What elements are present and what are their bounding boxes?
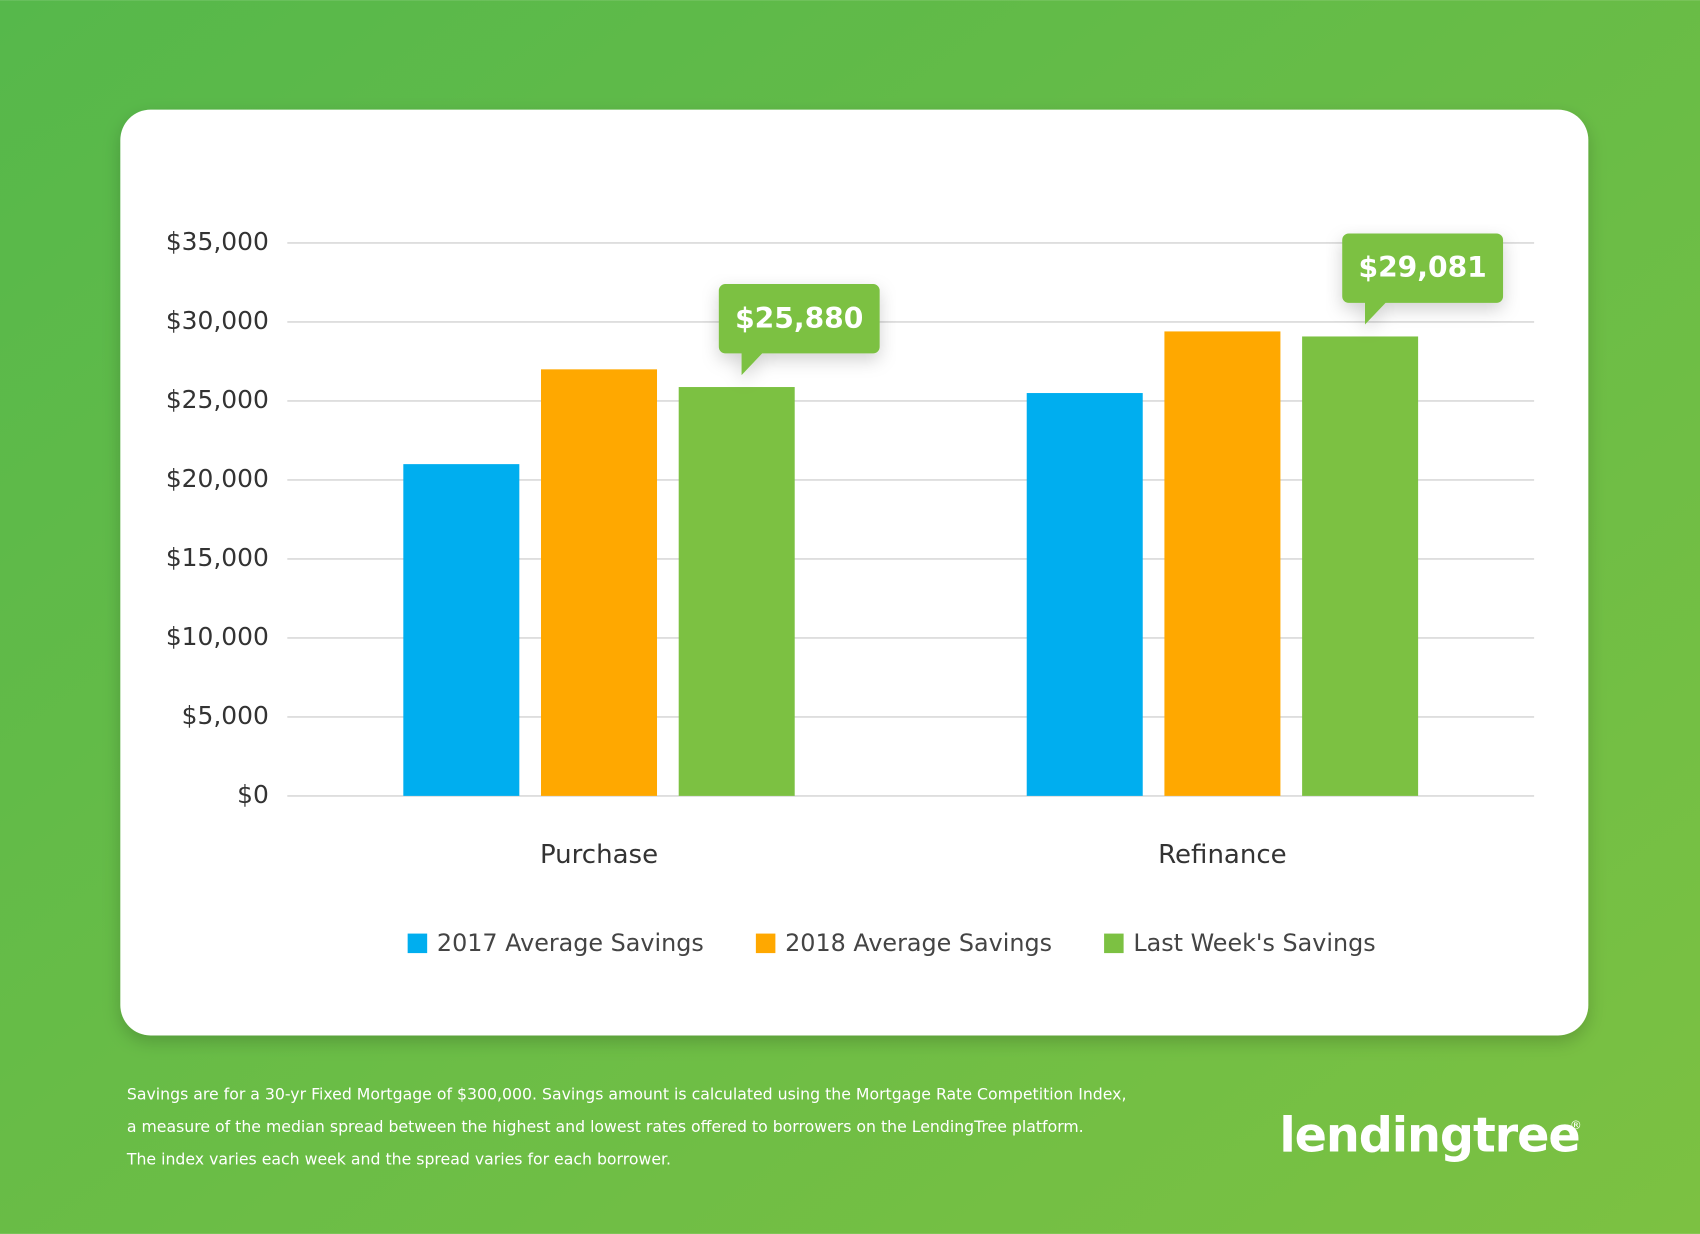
y-tick-label: $35,000	[166, 227, 269, 256]
y-tick-label: $0	[237, 780, 269, 809]
legend-swatch	[1104, 933, 1124, 954]
footnote: Savings are for a 30-yr Fixed Mortgage o…	[127, 1085, 1127, 1104]
bar	[541, 369, 658, 796]
y-tick-label: $20,000	[166, 464, 269, 493]
y-tick-label: $30,000	[166, 306, 269, 335]
legend-label: 2017 Average Savings	[437, 929, 704, 957]
legend-label: Last Week's Savings	[1133, 929, 1375, 957]
x-tick-label: Purchase	[540, 840, 658, 870]
data-label: $25,880	[735, 302, 863, 335]
y-tick-label: $5,000	[182, 701, 269, 730]
bar	[1026, 393, 1143, 796]
callout: $25,880	[718, 284, 880, 376]
footnote: a measure of the median spread between t…	[127, 1117, 1084, 1136]
y-tick-label: $25,000	[166, 385, 269, 414]
y-tick-label: $10,000	[166, 622, 269, 651]
legend-swatch	[755, 933, 776, 954]
bar	[678, 387, 795, 796]
callout: $29,081	[1342, 233, 1504, 325]
x-tick-label: Refinance	[1158, 840, 1287, 870]
callout-box	[1342, 233, 1504, 325]
data-label: $29,081	[1358, 251, 1486, 284]
bar	[1302, 336, 1419, 796]
footnote: The index varies each week and the sprea…	[126, 1150, 671, 1169]
y-tick-label: $15,000	[166, 543, 269, 572]
legend-label: 2018 Average Savings	[785, 929, 1052, 957]
logo-mark: ®	[1570, 1118, 1582, 1132]
logo: lendingtree	[1279, 1108, 1579, 1163]
bar	[403, 464, 520, 796]
callout-box	[718, 284, 880, 376]
bar	[1164, 331, 1281, 796]
legend-swatch	[407, 933, 428, 954]
